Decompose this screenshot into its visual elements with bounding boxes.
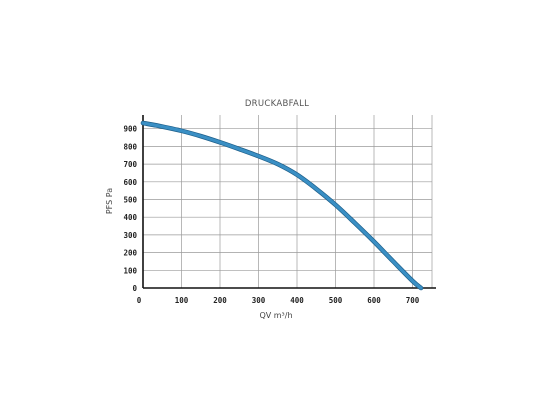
x-axis-label: QV m³/h — [259, 311, 292, 320]
x-tick-label: 0 — [137, 296, 142, 305]
y-tick-label: 700 — [123, 160, 137, 169]
x-tick-label: 200 — [213, 296, 227, 305]
y-tick-label: 900 — [123, 125, 137, 134]
x-tick-label: 600 — [367, 296, 381, 305]
series-line — [141, 121, 423, 290]
x-tick-label: 500 — [329, 296, 343, 305]
x-tick-label: 300 — [252, 296, 266, 305]
y-tick-label: 800 — [123, 142, 137, 151]
x-tick-labels: 0 100 200 300 400 500 600 700 — [137, 296, 420, 305]
y-tick-label: 400 — [123, 213, 137, 222]
y-tick-label: 600 — [123, 178, 137, 187]
series-line-outline — [140, 120, 424, 291]
y-tick-label: 100 — [123, 266, 137, 275]
chart-title: DRUCKABFALL — [245, 99, 309, 109]
series-group — [140, 120, 424, 291]
y-tick-label: 300 — [123, 231, 137, 240]
y-tick-label: 500 — [123, 196, 137, 205]
y-tick-label: 200 — [123, 249, 137, 258]
x-tick-label: 700 — [406, 296, 420, 305]
y-tick-labels: 0 100 200 300 400 500 600 700 800 900 — [123, 125, 137, 293]
x-tick-label: 400 — [290, 296, 304, 305]
y-tick-label: 0 — [132, 284, 137, 293]
x-tick-label: 100 — [175, 296, 189, 305]
y-axis-label: PFS Pa — [105, 188, 114, 214]
grid-lines — [143, 115, 433, 288]
axes — [142, 115, 436, 289]
